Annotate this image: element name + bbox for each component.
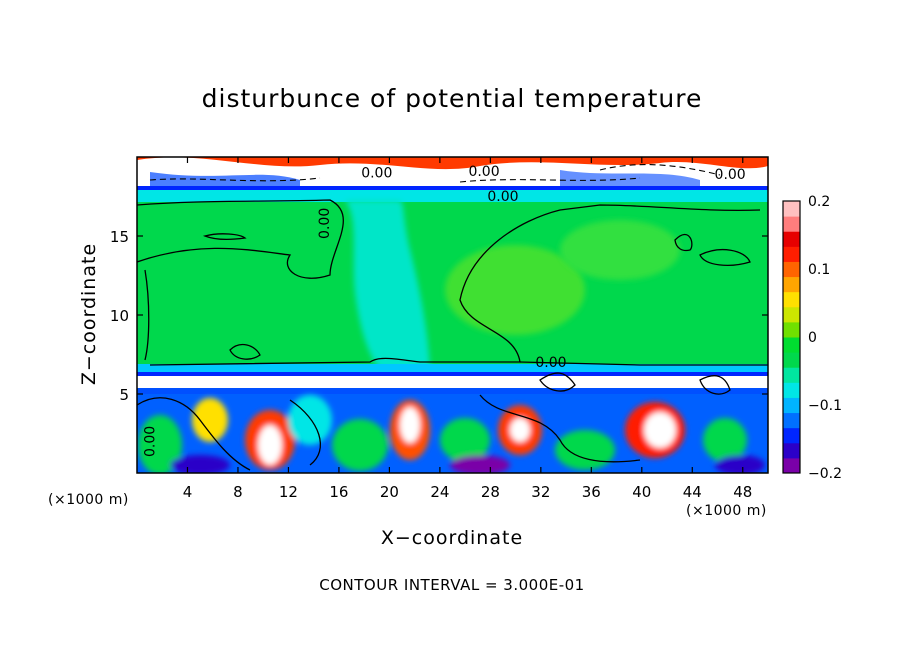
chart-title: disturbunce of potential temperature [201, 84, 703, 113]
x-unit-left: (×1000 m) [48, 492, 129, 508]
x-tick-label: 44 [683, 483, 702, 501]
contour-label: 0.00 [487, 189, 518, 205]
contour-label: 0.00 [468, 164, 499, 180]
y-tick-label: 15 [110, 228, 129, 246]
x-tick-label: 24 [430, 483, 449, 501]
contour-label: 0.00 [361, 166, 392, 182]
x-tick-label: 16 [329, 483, 348, 501]
x-tick-label: 48 [733, 483, 752, 501]
colorbar-swatch [783, 276, 800, 293]
x-tick-label: 28 [481, 483, 500, 501]
x-tick-label: 12 [279, 483, 298, 501]
contour-label: 0.00 [143, 426, 159, 457]
colorbar-swatch [783, 457, 800, 474]
x-tick-label: 40 [632, 483, 651, 501]
colorbar-swatch [783, 442, 800, 459]
colorbar-swatch [783, 231, 800, 247]
contour-label: 0.00 [535, 355, 566, 371]
contour-labels: 0.00 0.00 0.00 0.00 0.00 0.00 0.00 [143, 164, 746, 457]
colorbar-swatch [783, 352, 800, 368]
colorbar-swatch [783, 321, 800, 338]
colorbar-frame [782, 200, 801, 474]
colorbar-tick-label: −0.2 [808, 466, 842, 482]
x-axis-label: X−coordinate [380, 527, 524, 549]
colorbar-swatch [783, 427, 800, 444]
x-tick-label: 32 [531, 483, 550, 501]
colorbar-tick-label: 0.2 [808, 194, 830, 210]
x-tick-label: 36 [582, 483, 601, 501]
colorbar-swatch [783, 261, 800, 278]
heatmap-field [137, 157, 768, 473]
y-tick-label: 10 [110, 307, 129, 325]
x-axis: 4 8 12 16 20 24 28 32 36 40 44 48 [183, 157, 752, 501]
colorbar-swatch [783, 367, 800, 383]
x-unit-right: (×1000 m) [686, 503, 767, 519]
contour-label: 0.00 [317, 208, 333, 239]
colorbar-swatch [783, 306, 800, 323]
colorbar: 0.2 0.1 0 −0.1 −0.2 [782, 194, 842, 482]
colorbar-swatch [783, 397, 800, 414]
colorbar-tick-label: 0.1 [808, 262, 830, 278]
x-tick-label: 4 [183, 483, 193, 501]
colorbar-tick-label: 0 [808, 330, 817, 346]
y-axis: 5 10 15 [110, 228, 768, 404]
colorbar-swatch [783, 291, 800, 308]
contour-label: 0.00 [715, 167, 746, 183]
x-tick-label: 8 [233, 483, 243, 501]
y-tick-label: 5 [119, 386, 129, 404]
colorbar-swatch [783, 382, 800, 398]
x-tick-label: 20 [380, 483, 399, 501]
colorbar-swatch [783, 412, 800, 429]
colorbar-swatch [783, 201, 800, 217]
y-axis-label: Z−coordinate [78, 242, 100, 386]
contour-interval-note: CONTOUR INTERVAL = 3.000E-01 [319, 576, 585, 594]
colorbar-tick-label: −0.1 [808, 398, 842, 414]
colorbar-swatch [783, 337, 800, 353]
colorbar-swatch [783, 246, 800, 262]
colorbar-swatch [783, 216, 800, 232]
